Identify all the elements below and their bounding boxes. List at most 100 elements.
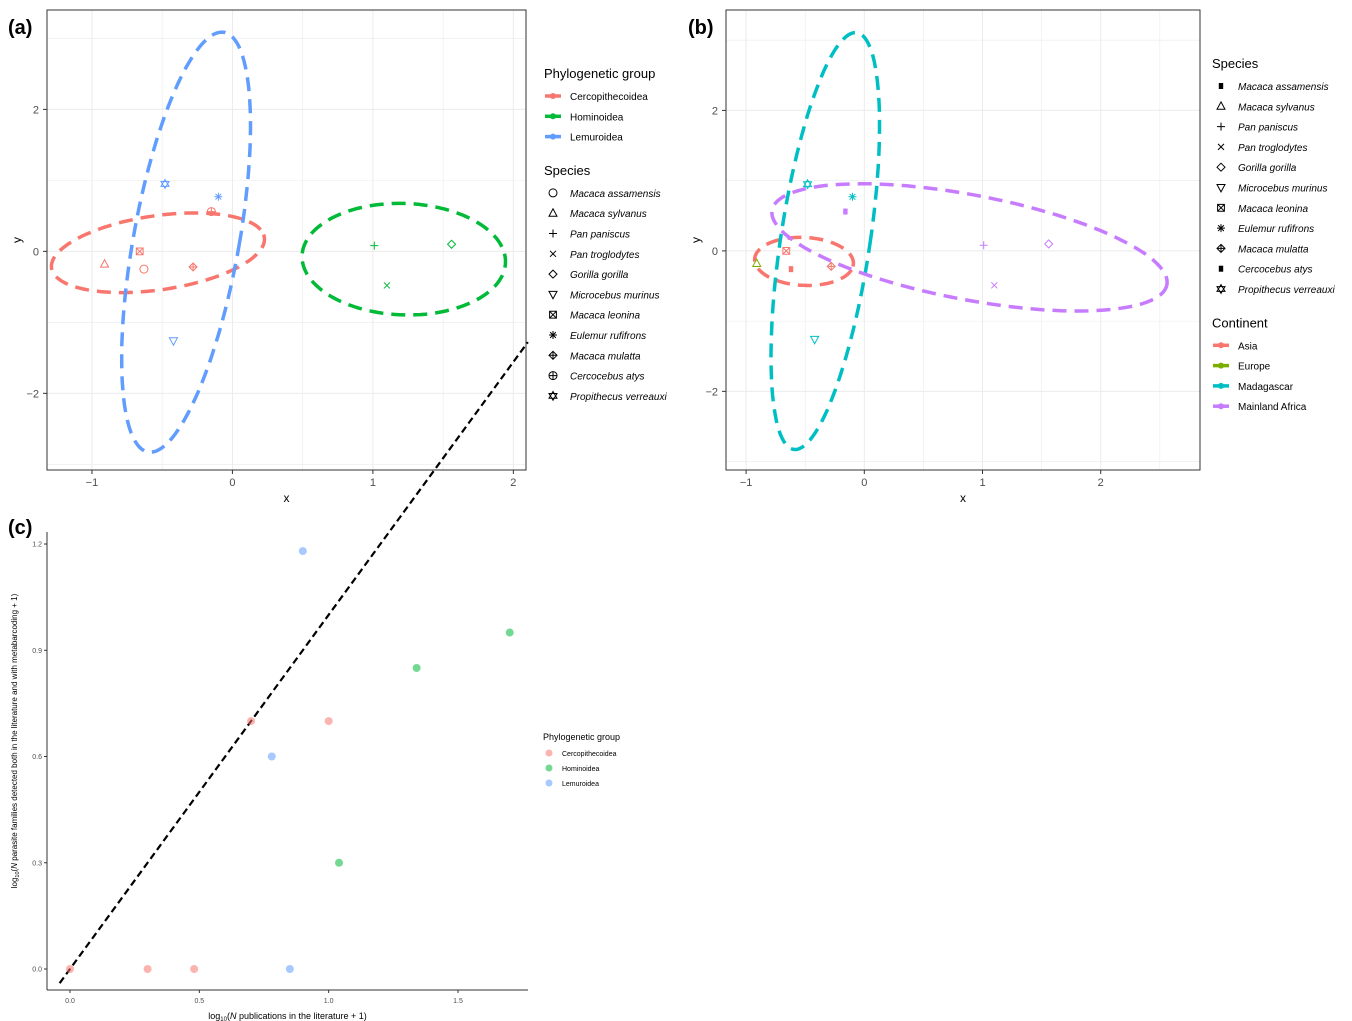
point-macaca-mulatta bbox=[826, 261, 836, 272]
y-tick-label: −2 bbox=[26, 388, 39, 400]
point-microcebus-murinus bbox=[809, 335, 820, 345]
legend-item-propithecus-verreauxi: Propithecus verreauxi bbox=[1216, 283, 1335, 296]
legend-label: Macaca sylvanus bbox=[570, 209, 647, 220]
legend-key-dot bbox=[550, 93, 556, 99]
legend-key-star-david bbox=[548, 390, 558, 402]
x-axis-title-rest: publications in the literature + 1) bbox=[236, 1011, 366, 1021]
legend-label: Asia bbox=[1238, 341, 1258, 352]
x-tick-label: 1 bbox=[979, 477, 985, 489]
legend-label: Macaca leonina bbox=[1238, 204, 1308, 215]
y-tick-label: 0 bbox=[33, 246, 39, 258]
legend-key-small-square bbox=[1218, 83, 1224, 89]
point-macaca-sylvanus bbox=[99, 258, 110, 268]
legend-label: Macaca sylvanus bbox=[1238, 102, 1315, 113]
legend-item-asia: Asia bbox=[1213, 341, 1258, 352]
legend-item-cercopithecoidea: Cercopithecoidea bbox=[545, 749, 617, 758]
y-tick-label: 0.3 bbox=[32, 860, 42, 867]
legend-label: Lemuroidea bbox=[570, 133, 623, 144]
point-macaca-leonina bbox=[135, 247, 144, 256]
legend-phylogenetic-group: Phylogenetic group Cercopithecoidea Homino… bbox=[543, 732, 620, 788]
panel-label: (c) bbox=[8, 517, 32, 539]
legend-item-propithecus-verreauxi: Propithecus verreauxi bbox=[548, 390, 667, 403]
point-hominoidea bbox=[335, 858, 344, 867]
y-tick-label: 0 bbox=[712, 246, 718, 258]
x-tick-label: 2 bbox=[1098, 477, 1104, 489]
legend-title: Continent bbox=[1212, 315, 1268, 330]
ellipse-lemuroidea bbox=[119, 30, 253, 454]
legend-key-plus bbox=[549, 229, 557, 238]
y-axis-title-sub: 10 bbox=[15, 871, 21, 877]
x-tick-label: −1 bbox=[740, 477, 753, 489]
legend-item-madagascar: Madagascar bbox=[1213, 382, 1294, 393]
legend-item-pan-troglodytes: Pan troglodytes bbox=[1217, 143, 1308, 154]
legend-title: Species bbox=[544, 163, 591, 178]
x-axis-title: x bbox=[960, 491, 966, 505]
legend-label: Macaca mulatta bbox=[570, 351, 641, 362]
x-axis-title: x bbox=[284, 491, 290, 505]
legend-label: Macaca leonina bbox=[570, 311, 640, 322]
x-tick-label: 0.5 bbox=[194, 998, 204, 1005]
y-tick-label: 2 bbox=[33, 104, 39, 116]
legend-label: Microcebus murinus bbox=[1238, 184, 1327, 195]
legend-key-dot bbox=[1218, 342, 1224, 349]
x-axis-title-paren: ( bbox=[227, 1011, 230, 1021]
point-cercocebus-atys bbox=[206, 207, 216, 217]
legend-item-macaca-mulatta: Macaca mulatta bbox=[1216, 243, 1309, 255]
legend-item-microcebus-murinus: Microcebus murinus bbox=[1216, 184, 1327, 195]
legend-item-eulemur-rufifrons: Eulemur rufifrons bbox=[549, 331, 646, 342]
grid bbox=[726, 10, 1200, 470]
legend-item-macaca-leonina: Macaca leonina bbox=[549, 310, 640, 322]
legend-key-dot bbox=[1218, 362, 1224, 369]
y-tick-label: 0.6 bbox=[32, 754, 42, 761]
legend-key-asterisk bbox=[1217, 224, 1225, 233]
legend-label: Hominoidea bbox=[562, 766, 599, 773]
legend-item-pan-troglodytes: Pan troglodytes bbox=[549, 250, 640, 261]
x-tick-label: 0 bbox=[229, 477, 235, 489]
x-tick-label: 2 bbox=[510, 477, 516, 489]
point-macaca-assamensis bbox=[139, 264, 149, 274]
legend-item-microcebus-murinus: Microcebus murinus bbox=[548, 290, 659, 301]
y-tick-label: 0.9 bbox=[32, 648, 42, 655]
legend-species: Species Macaca assamensis Macaca sylvanus P… bbox=[1212, 56, 1335, 296]
legend-item-cercopithecoidea: Cercopithecoidea bbox=[545, 92, 648, 103]
legend-item-macaca-sylvanus: Macaca sylvanus bbox=[1216, 100, 1315, 113]
legend-key-cross bbox=[549, 250, 557, 258]
point-lemuroidea bbox=[285, 965, 294, 973]
legend-item-macaca-assamensis: Macaca assamensis bbox=[548, 188, 661, 200]
legend-key-triangle-down bbox=[1216, 184, 1226, 193]
point-cercopithecoidea bbox=[324, 717, 333, 726]
legend-phylogenetic-group: Phylogenetic group Cercopithecoidea Homino… bbox=[544, 66, 655, 144]
y-axis-title-paren: ( bbox=[10, 868, 19, 871]
legend-label: Cercopithecoidea bbox=[570, 92, 648, 103]
point-pan-troglodytes bbox=[990, 281, 998, 289]
legend-key-plus bbox=[1217, 122, 1225, 131]
legend-label: Microcebus murinus bbox=[570, 290, 659, 301]
legend-key-square-cross bbox=[549, 310, 557, 319]
y-axis-title-rest: parasite families detected both in the l… bbox=[10, 593, 19, 863]
legend-item-pan-paniscus: Pan paniscus bbox=[549, 229, 630, 241]
legend-item-hominoidea: Hominoidea bbox=[545, 112, 624, 123]
legend-label: Cercocebus atys bbox=[570, 372, 644, 383]
point-propithecus-verreauxi bbox=[802, 178, 813, 190]
legend-key-diamond-plus bbox=[1216, 243, 1226, 254]
y-tick-label: 2 bbox=[712, 105, 718, 117]
y-tick-label: 0.0 bbox=[32, 967, 42, 974]
legend-label: Propithecus verreauxi bbox=[1238, 285, 1335, 296]
plot-border bbox=[46, 9, 527, 471]
y-axis-title: y bbox=[689, 237, 703, 243]
point-cercopithecoidea bbox=[66, 965, 74, 973]
point-cercopithecoidea bbox=[143, 965, 152, 973]
legend-label: Pan paniscus bbox=[1238, 123, 1298, 134]
legend-key-asterisk bbox=[549, 331, 557, 339]
x-tick-label: 1.5 bbox=[453, 998, 463, 1005]
panel-a: −1 0 1 2 −2 0 2 x y (a) Phylogenetic group Cercopit… bbox=[8, 9, 667, 505]
legend-label: Pan paniscus bbox=[570, 230, 630, 241]
ellipse-mainland-africa bbox=[770, 182, 1169, 313]
point-lemuroidea bbox=[267, 752, 276, 761]
legend-key-square-cross bbox=[1217, 203, 1225, 212]
legend-label: Eulemur rufifrons bbox=[1238, 224, 1314, 235]
legend-item-europe: Europe bbox=[1213, 362, 1271, 373]
x-tick-label: 1 bbox=[370, 477, 376, 489]
legend-label: Madagascar bbox=[1238, 382, 1294, 393]
